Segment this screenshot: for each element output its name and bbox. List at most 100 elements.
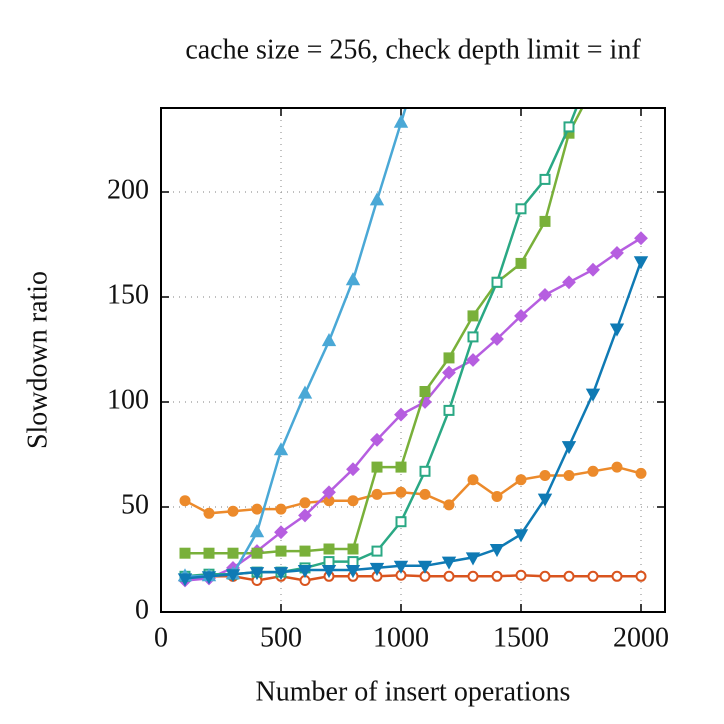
data-point	[273, 567, 289, 581]
x-tick-label: 0	[154, 622, 168, 653]
data-point	[249, 524, 265, 538]
data-point	[465, 552, 481, 566]
x-tick-label: 500	[260, 622, 302, 653]
series-line	[185, 108, 584, 555]
data-point	[203, 547, 215, 559]
data-point	[561, 441, 577, 455]
data-point	[299, 545, 311, 557]
data-point	[177, 573, 193, 587]
y-tick-label: 200	[107, 174, 149, 205]
data-point	[297, 385, 313, 399]
data-point	[227, 547, 239, 559]
data-point	[515, 474, 527, 486]
data-point	[586, 262, 600, 277]
data-point	[322, 485, 336, 500]
data-point	[587, 570, 599, 582]
data-point	[563, 121, 575, 133]
data-point	[395, 486, 407, 498]
data-point	[323, 543, 335, 555]
data-point	[589, 83, 598, 92]
series-line	[184, 108, 578, 578]
data-point	[443, 352, 455, 364]
data-point	[249, 567, 265, 581]
data-point	[635, 570, 647, 582]
data-point	[393, 114, 409, 128]
data-point	[371, 545, 383, 557]
data-point	[562, 275, 576, 290]
data-point	[345, 272, 361, 286]
data-point	[370, 432, 384, 447]
x-tick-label: 2000	[613, 622, 669, 653]
data-point	[417, 560, 433, 574]
x-axis-label: Number of insert operations	[256, 676, 571, 707]
data-point	[369, 562, 385, 576]
data-point	[275, 503, 287, 515]
data-point	[371, 488, 383, 500]
data-point	[634, 231, 648, 246]
data-point	[321, 565, 337, 579]
data-point	[419, 488, 431, 500]
data-point	[441, 556, 457, 570]
data-point	[394, 407, 408, 422]
data-point	[609, 323, 625, 337]
data-point	[225, 569, 241, 583]
data-point	[395, 516, 407, 528]
y-axis-label: Slowdown ratio	[22, 271, 53, 449]
data-point	[467, 310, 479, 322]
data-point	[539, 570, 551, 582]
plot-area	[177, 83, 649, 588]
data-point	[587, 465, 599, 477]
data-point	[539, 173, 551, 185]
data-point	[633, 256, 649, 270]
series-line	[185, 108, 407, 578]
data-point	[491, 491, 503, 502]
data-point	[299, 497, 311, 509]
data-point	[513, 529, 529, 543]
data-point	[538, 287, 552, 302]
data-point	[443, 499, 455, 511]
data-point	[611, 461, 623, 473]
data-point	[467, 331, 479, 343]
data-point	[515, 203, 527, 215]
data-point	[369, 192, 385, 206]
data-point	[491, 276, 503, 288]
data-point	[491, 570, 503, 582]
data-point	[297, 565, 313, 579]
data-point	[203, 507, 215, 519]
data-point	[563, 470, 575, 481]
data-point	[393, 560, 409, 574]
data-point	[610, 245, 624, 260]
y-tick-label: 100	[107, 384, 149, 415]
data-point	[490, 332, 504, 346]
data-point	[227, 505, 239, 517]
y-tick-label: 0	[135, 594, 149, 625]
data-point	[563, 570, 575, 582]
data-point	[489, 544, 505, 558]
y-tick-label: 150	[107, 279, 149, 310]
data-point	[323, 556, 335, 568]
data-point	[467, 570, 479, 582]
data-point	[179, 547, 191, 559]
data-point	[275, 545, 287, 557]
data-point	[251, 547, 263, 559]
data-point	[635, 467, 647, 479]
y-tick-label: 50	[121, 489, 149, 520]
data-point	[537, 493, 553, 507]
data-point	[201, 571, 217, 585]
data-point	[347, 543, 359, 555]
x-tick-label: 1000	[373, 622, 429, 653]
data-point	[371, 461, 383, 473]
data-point	[443, 404, 455, 416]
data-point	[274, 525, 288, 540]
data-point	[585, 388, 601, 402]
data-point	[443, 570, 455, 582]
data-point	[514, 308, 528, 323]
data-point	[345, 565, 361, 579]
data-point	[442, 365, 456, 380]
data-point	[419, 465, 431, 477]
data-point	[515, 257, 527, 269]
data-point	[346, 462, 360, 477]
data-point	[321, 333, 337, 347]
data-point	[179, 495, 191, 507]
